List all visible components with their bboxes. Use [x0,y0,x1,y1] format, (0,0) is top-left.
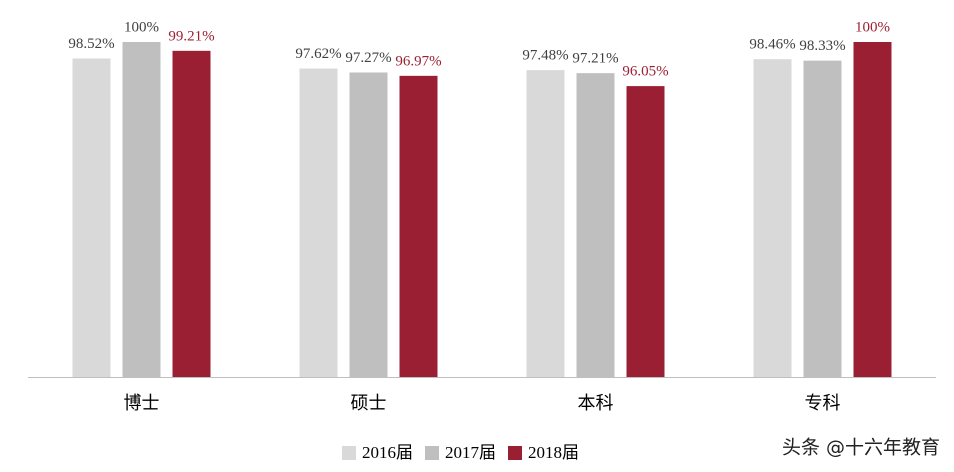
value-label: 97.48% [522,48,568,64]
legend-label: 2018届 [528,443,579,462]
bar [399,75,438,378]
value-label: 99.21% [168,28,214,44]
value-label: 96.97% [395,53,441,69]
bar [753,59,792,378]
value-label: 97.21% [572,51,618,67]
legend-swatch [425,446,439,460]
bar [72,58,111,377]
watermark: 头条 @十六年教育 [782,437,940,459]
bar [803,60,842,377]
bar [299,68,338,378]
x-tick-label: 专科 [805,393,841,413]
bar [626,86,665,377]
x-tick-label: 博士 [124,393,160,413]
value-label: 98.52% [68,36,114,52]
value-label: 100% [124,19,159,35]
value-label: 100% [855,19,890,35]
legend-swatch [508,446,522,460]
value-label: 96.05% [622,64,668,80]
x-tick-label: 硕士 [351,393,387,413]
bar [853,42,892,377]
value-label: 97.27% [345,50,391,66]
bar [122,42,161,377]
value-label: 98.46% [749,37,795,53]
legend-label: 2016届 [362,443,413,462]
x-tick-label: 本科 [578,393,614,413]
bar [526,70,565,377]
legend-label: 2017届 [445,443,496,462]
bar [172,50,211,378]
bar [576,73,615,377]
value-label: 97.62% [295,46,341,62]
bar [349,72,388,378]
value-label: 98.33% [799,38,845,54]
legend-swatch [342,446,356,460]
